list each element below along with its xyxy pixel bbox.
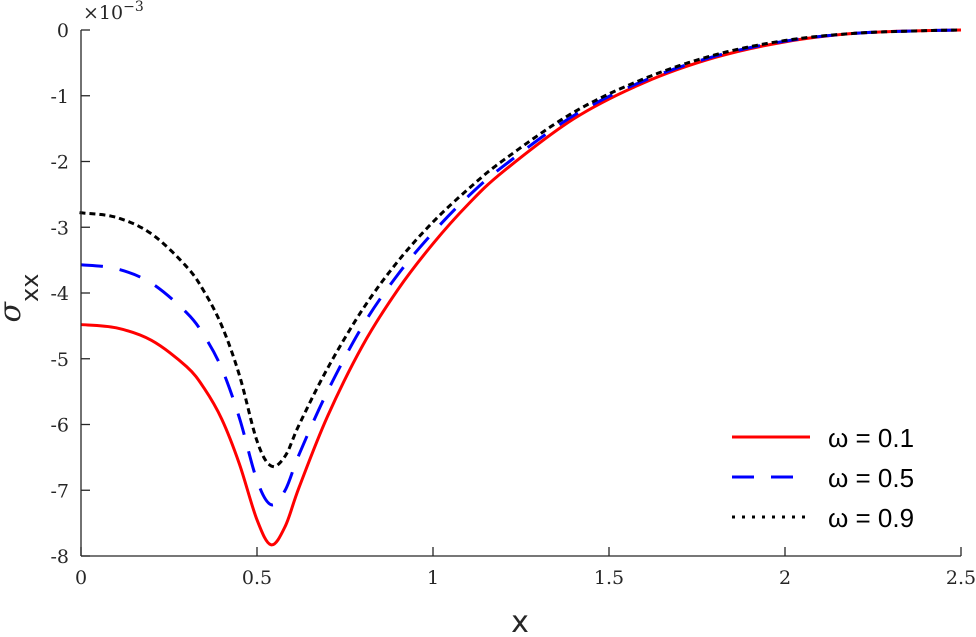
y-tick-label: -2 xyxy=(50,152,69,174)
svg-text:σxx: σxx xyxy=(0,274,44,323)
series-line-2 xyxy=(80,28,962,507)
legend-label: ω = 0.1 xyxy=(828,423,914,453)
y-label-subscript: xx xyxy=(16,274,44,302)
series-line-1 xyxy=(80,28,962,547)
y-exponent-label: ×10−3 xyxy=(83,0,144,24)
exp-power: −3 xyxy=(123,0,144,15)
series-line-3 xyxy=(79,28,963,469)
axes: 0 0.5 1 1.5 2 2.5 0 -1 -2 -3 -4 -5 -6 -7 -8 xyxy=(50,20,976,589)
y-tick-label: -6 xyxy=(50,415,69,437)
legend: ω = 0.1 ω = 0.5 ω = 0.9 xyxy=(732,423,914,533)
y-ticks: 0 -1 -2 -3 -4 -5 -6 -7 -8 xyxy=(50,20,90,568)
legend-label: ω = 0.5 xyxy=(828,463,914,493)
x-tick-label: 1.5 xyxy=(594,567,624,589)
y-label-sigma: σ xyxy=(0,300,28,322)
exp-base: ×10 xyxy=(83,2,123,24)
y-tick-label: -1 xyxy=(50,86,69,108)
x-tick-label: 2.5 xyxy=(946,567,976,589)
y-tick-label: -8 xyxy=(50,546,69,568)
x-ticks: 0 0.5 1 1.5 2 2.5 xyxy=(75,547,976,589)
y-axis-label: σxx xyxy=(0,274,44,323)
x-tick-label: 0.5 xyxy=(242,567,272,589)
y-tick-label: -5 xyxy=(50,349,69,371)
x-axis-label: x xyxy=(511,605,529,637)
y-tick-label: -7 xyxy=(50,480,69,502)
y-tick-label: -4 xyxy=(50,283,69,305)
y-tick-label: -3 xyxy=(50,217,69,239)
x-tick-label: 1 xyxy=(427,567,439,589)
y-tick-label: 0 xyxy=(57,20,69,42)
x-tick-label: 2 xyxy=(779,567,791,589)
plot-lines xyxy=(79,28,963,547)
legend-label: ω = 0.9 xyxy=(828,503,914,533)
svg-text:×10−3: ×10−3 xyxy=(83,0,144,24)
x-tick-label: 0 xyxy=(75,567,87,589)
